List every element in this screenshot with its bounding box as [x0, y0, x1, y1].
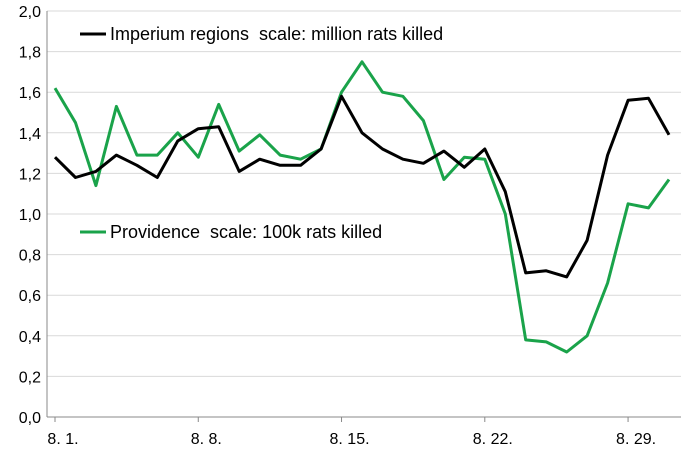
- y-tick-label: 0,6: [19, 288, 41, 305]
- y-tick-label: 2,0: [19, 4, 41, 21]
- x-tick-label: 8. 15.: [330, 431, 370, 448]
- x-tick-label: 8. 8.: [191, 431, 222, 448]
- y-tick-label: 0,2: [19, 369, 41, 386]
- series-line-imperium: [53, 94, 671, 279]
- legend-label-imperium: Imperium regions scale: million rats kil…: [110, 24, 443, 44]
- x-tick-labels: 8. 1. 8. 8. 8. 15. 8. 22. 8. 29.: [47, 417, 656, 448]
- y-tick-labels: 0,0 0,2 0,4 0,6 0,8 1,0 1,2 1,4 1,6 1,8 2,0: [19, 4, 41, 427]
- legend: Imperium regions scale: million rats kil…: [80, 24, 443, 242]
- legend-label-providence: Providence scale: 100k rats killed: [110, 222, 382, 242]
- x-tick-label: 8. 1.: [47, 431, 78, 448]
- x-tick-label: 8. 29.: [616, 431, 656, 448]
- y-tick-label: 1,6: [19, 85, 41, 102]
- series-lines: [53, 60, 671, 354]
- y-tick-label: 1,4: [19, 126, 41, 143]
- legend-entry-providence: Providence scale: 100k rats killed: [80, 222, 382, 242]
- series-line-providence: [53, 60, 671, 354]
- y-tick-label: 0,0: [19, 410, 41, 427]
- y-tick-label: 0,4: [19, 329, 41, 346]
- y-tick-label: 1,0: [19, 207, 41, 224]
- x-tick-label: 8. 22.: [473, 431, 513, 448]
- y-tick-label: 0,8: [19, 248, 41, 265]
- y-tick-label: 1,8: [19, 45, 41, 62]
- y-tick-label: 1,2: [19, 166, 41, 183]
- legend-entry-imperium: Imperium regions scale: million rats kil…: [80, 24, 443, 44]
- axes: [46, 11, 681, 418]
